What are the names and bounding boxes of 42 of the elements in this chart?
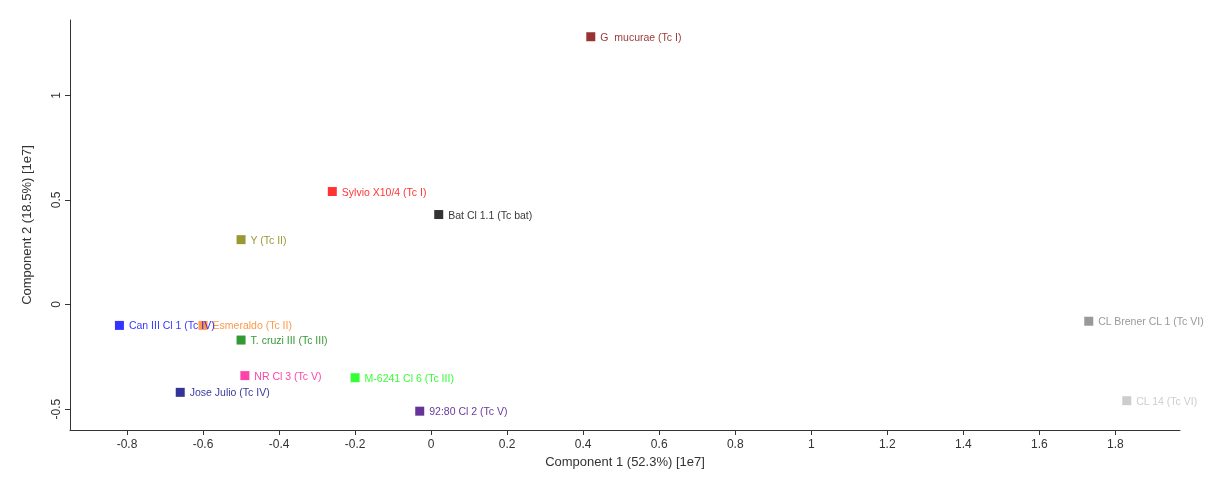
series-label: T. cruzi III (Tc III) (250, 334, 328, 347)
x-tick-label: 1.4 (954, 437, 972, 451)
series-label: Y (Tc II) (250, 233, 287, 246)
series-label: CL Brener CL 1 (Tc VI) (1098, 315, 1204, 328)
x-tick-label: 1.6 (1031, 437, 1049, 451)
point (350, 373, 360, 383)
y-tick-label: 0.5 (49, 191, 63, 209)
point (434, 210, 444, 220)
y-tick-label: -0.5 (49, 398, 63, 420)
point (240, 371, 250, 381)
series-label: Jose Julio (Tc IV) (189, 386, 270, 399)
series-label: NR Cl 3 (Tc V) (254, 369, 322, 382)
point (236, 335, 246, 345)
point (1084, 316, 1094, 326)
series-label: G mucurae (Tc I) (600, 30, 682, 43)
x-axis-title: Component 1 (52.3%) [1e7] (545, 454, 705, 469)
y-tick-label: 0 (49, 300, 63, 308)
x-tick-label: 1.8 (1107, 437, 1125, 451)
point (114, 320, 124, 330)
x-tick-label: -0.8 (116, 437, 138, 451)
x-tick-label: 1.2 (878, 437, 896, 451)
x-tick-label: -0.6 (192, 437, 214, 451)
point (586, 32, 596, 42)
series-label: Bat Cl 1.1 (Tc bat) (448, 208, 533, 221)
x-tick-label: -0.2 (344, 437, 366, 451)
x-tick-label: 0 (427, 437, 435, 451)
y-tick-label: 1 (49, 91, 63, 99)
x-tick-label: 0.8 (726, 437, 744, 451)
x-tick-label: 0.4 (574, 437, 592, 451)
point (236, 235, 246, 245)
point (415, 406, 425, 416)
point (175, 387, 185, 397)
point (327, 187, 337, 197)
series-label: M-6241 Cl 6 (Tc III) (364, 371, 454, 384)
point (1122, 396, 1132, 406)
x-tick-label: 1 (807, 437, 815, 451)
x-tick-label: 0.6 (650, 437, 668, 451)
y-axis-title: Component 2 (18.5%) [1e7] (19, 145, 34, 305)
x-tick-label: 0.2 (498, 437, 516, 451)
series-label: Sylvio X10/4 (Tc I) (341, 185, 427, 198)
x-tick-label: -0.4 (268, 437, 290, 451)
series-label: 92:80 Cl 2 (Tc V) (429, 405, 508, 418)
